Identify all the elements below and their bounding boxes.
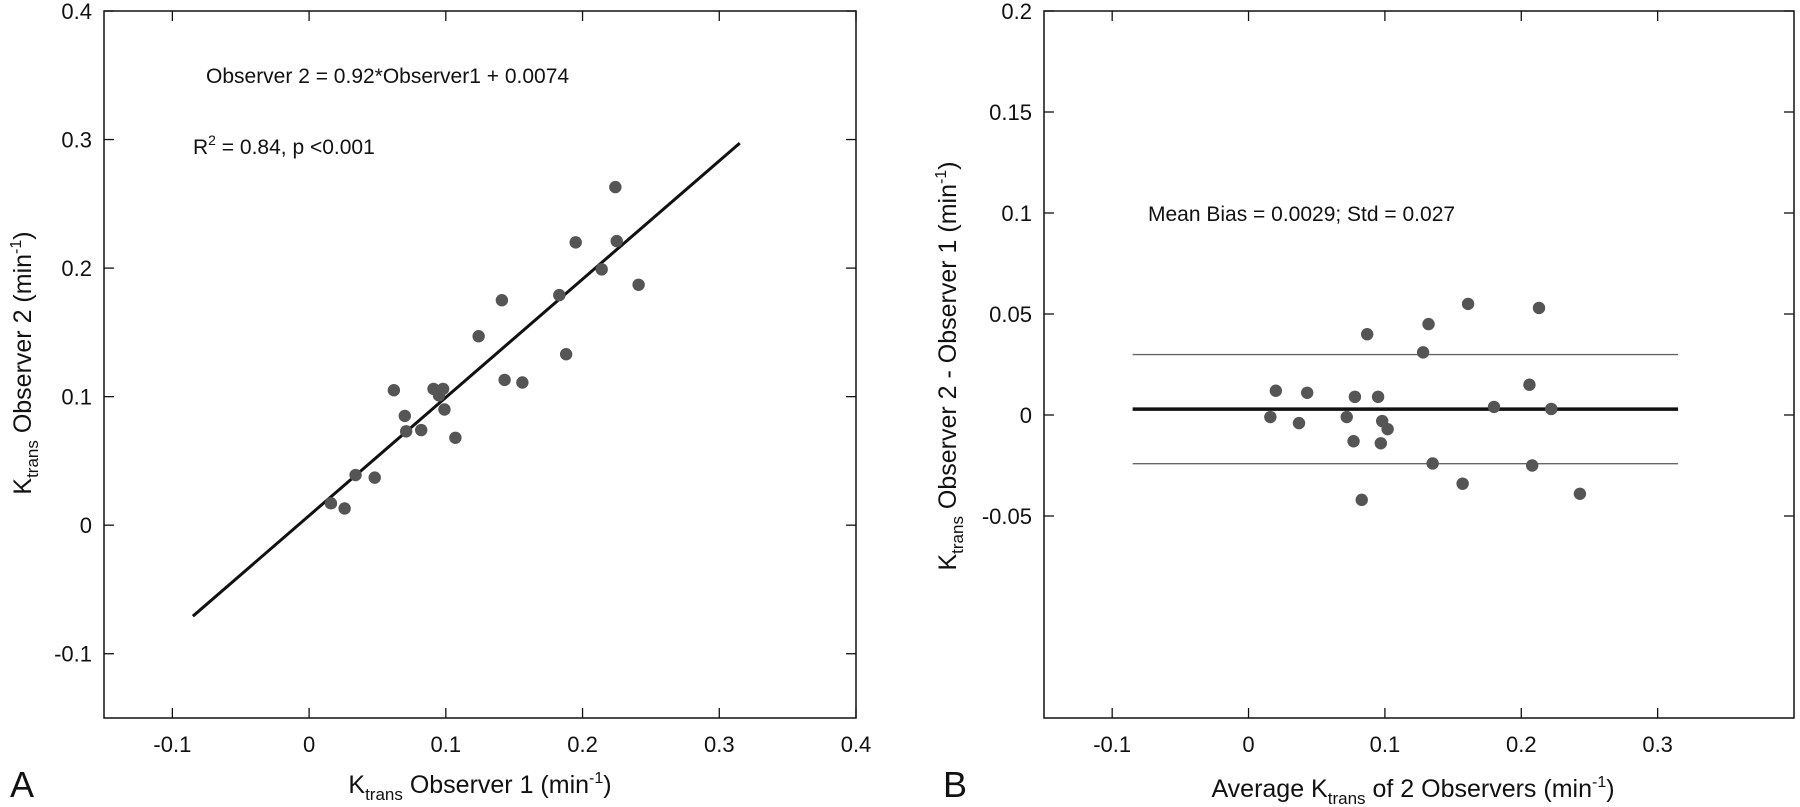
panel-b-data-point (1355, 493, 1368, 507)
panel-b-data-point (1269, 384, 1283, 397)
panel-a-x-tick-label: 0.3 (704, 732, 735, 757)
panel-b-x-tick-label: -0.1 (1093, 732, 1131, 757)
panel-b: -0.1 0 0.1 0.2 0.3 -0.05 0 0.05 0.1 0.15 0.2 Mean … (933, 0, 1795, 807)
panel-b-data-point (1525, 459, 1539, 472)
panel-b-data-point (1348, 390, 1362, 404)
panel-b-data-point (1523, 378, 1536, 391)
panel-a-data-point (610, 234, 623, 248)
panel-b-data-points (1264, 297, 1587, 507)
panel-b-x-tick-label: 0 (1242, 732, 1254, 757)
panel-a-data-point (595, 263, 608, 276)
panel-b-data-point (1545, 402, 1558, 416)
panel-b-data-point (1360, 328, 1374, 341)
panel-b-bias-annotation: Mean Bias = 0.0029; Std = 0.027 (1148, 203, 1455, 226)
panel-a-y-tick-label: 0.1 (61, 385, 92, 410)
panel-b-data-point (1416, 346, 1430, 359)
panel-b-y-tick-label: 0.15 (989, 100, 1032, 125)
panel-b-label: B (943, 764, 967, 805)
panel-a-data-point (368, 471, 381, 484)
panel-b-data-point (1300, 386, 1314, 399)
panel-a-data-point (436, 382, 450, 396)
panel-a-data-point (349, 468, 362, 482)
panel-b-x-axis-label: Average Ktrans of 2 Observers (min-1) (1211, 774, 1614, 807)
panel-b-x-tick-label: 0.3 (1642, 732, 1673, 757)
panel-a-r2-label: R2 = 0.84, p <0.001 (193, 132, 375, 159)
panel-a-y-tick-label: 0.3 (61, 128, 92, 153)
panel-a-data-point (609, 180, 622, 194)
panel-b-data-point (1456, 477, 1469, 490)
panel-a-regression-line (191, 142, 741, 618)
panel-b-y-tick-label: 0.05 (989, 302, 1032, 327)
panel-b-x-tick-label: 0.1 (1370, 732, 1401, 757)
panel-b-data-point (1422, 317, 1435, 331)
panel-b-y-tick-label: 0.1 (1001, 201, 1032, 226)
panel-a-data-point (398, 409, 411, 423)
panel-b-plot-frame (1043, 10, 1795, 719)
panel-b-data-point (1292, 416, 1306, 430)
panel-a-data-point (449, 431, 462, 444)
panel-a-x-tick-label: -0.1 (153, 732, 191, 757)
panel-a-y-tick-label: 0.2 (61, 256, 92, 281)
panel-a-data-point (338, 502, 351, 515)
panel-a-equation: Observer 2 = 0.92*Observer1 + 0.0074 (206, 65, 569, 88)
panel-a-x-axis-label: Ktrans Observer 1 (min-1) (348, 770, 611, 804)
panel-b-y-axis-label: Ktrans Observer 2 - Observer 1 (min-1) (933, 161, 967, 570)
panel-a-x-tick-label: 0.4 (841, 732, 872, 757)
panel-a-data-point (516, 376, 529, 389)
panel-a-x-tick-label: 0.1 (431, 732, 462, 757)
panel-b-reference-lines (1132, 353, 1679, 465)
panel-b-data-point (1374, 437, 1388, 450)
panel-b-data-point (1347, 435, 1360, 448)
panel-a-data-point (632, 278, 645, 292)
panel-a-data-point (438, 403, 451, 416)
panel-b-data-point (1426, 457, 1439, 470)
panel-a-x-tick-label: 0.2 (567, 732, 598, 757)
panel-b-x-tick-label: 0.2 (1506, 732, 1537, 757)
panel-a-data-point (387, 384, 401, 397)
panel-a-y-tick-label: -0.1 (54, 642, 92, 667)
panel-a-x-tick-label: 0 (303, 732, 315, 757)
panel-a-data-points (324, 180, 645, 515)
panel-b-data-point (1461, 297, 1475, 311)
panel-a-data-point (495, 294, 509, 307)
panel-b-data-point (1487, 400, 1501, 414)
panel-a-data-point (498, 373, 511, 387)
panel-a-y-tick-label: 0 (80, 513, 92, 538)
panel-b-data-point (1381, 422, 1394, 436)
panel-a-plot-frame (103, 10, 857, 719)
panel-a-data-point (399, 425, 413, 438)
panel-b-y-tick-label: 0 (1020, 403, 1032, 428)
panel-a-data-point (472, 330, 485, 343)
panel-b-data-point (1532, 301, 1546, 315)
panel-a-y-tick-label: 0.4 (61, 0, 92, 24)
panel-a-label: A (10, 764, 34, 805)
panel-a-ticks: -0.1 0 0.1 0.2 0.3 0.4 -0.1 0 0.1 0.2 0.3 0.4 (54, 0, 871, 757)
panel-a-data-point (569, 236, 582, 249)
panel-b-data-point (1371, 390, 1385, 404)
panel-a-regression-line-group (191, 142, 741, 618)
panel-a-data-point (415, 423, 428, 437)
panel-b-data-point (1573, 487, 1587, 500)
panel-a-data-point (324, 497, 338, 510)
panel-a-y-axis-label: Ktrans Observer 2 (min-1) (8, 231, 42, 494)
panel-a-data-point (559, 348, 573, 361)
panel-a: -0.1 0 0.1 0.2 0.3 0.4 -0.1 0 0.1 0.2 0.3 0.4 Obser… (8, 0, 871, 805)
panel-b-y-tick-label: -0.05 (982, 504, 1032, 529)
panel-b-y-tick-label: 0.2 (1001, 0, 1032, 24)
panel-b-data-point (1340, 410, 1353, 424)
panel-a-data-point (553, 288, 566, 302)
panel-b-data-point (1264, 410, 1277, 424)
panel-b-ticks: -0.1 0 0.1 0.2 0.3 -0.05 0 0.05 0.1 0.15 0.2 (982, 0, 1794, 757)
